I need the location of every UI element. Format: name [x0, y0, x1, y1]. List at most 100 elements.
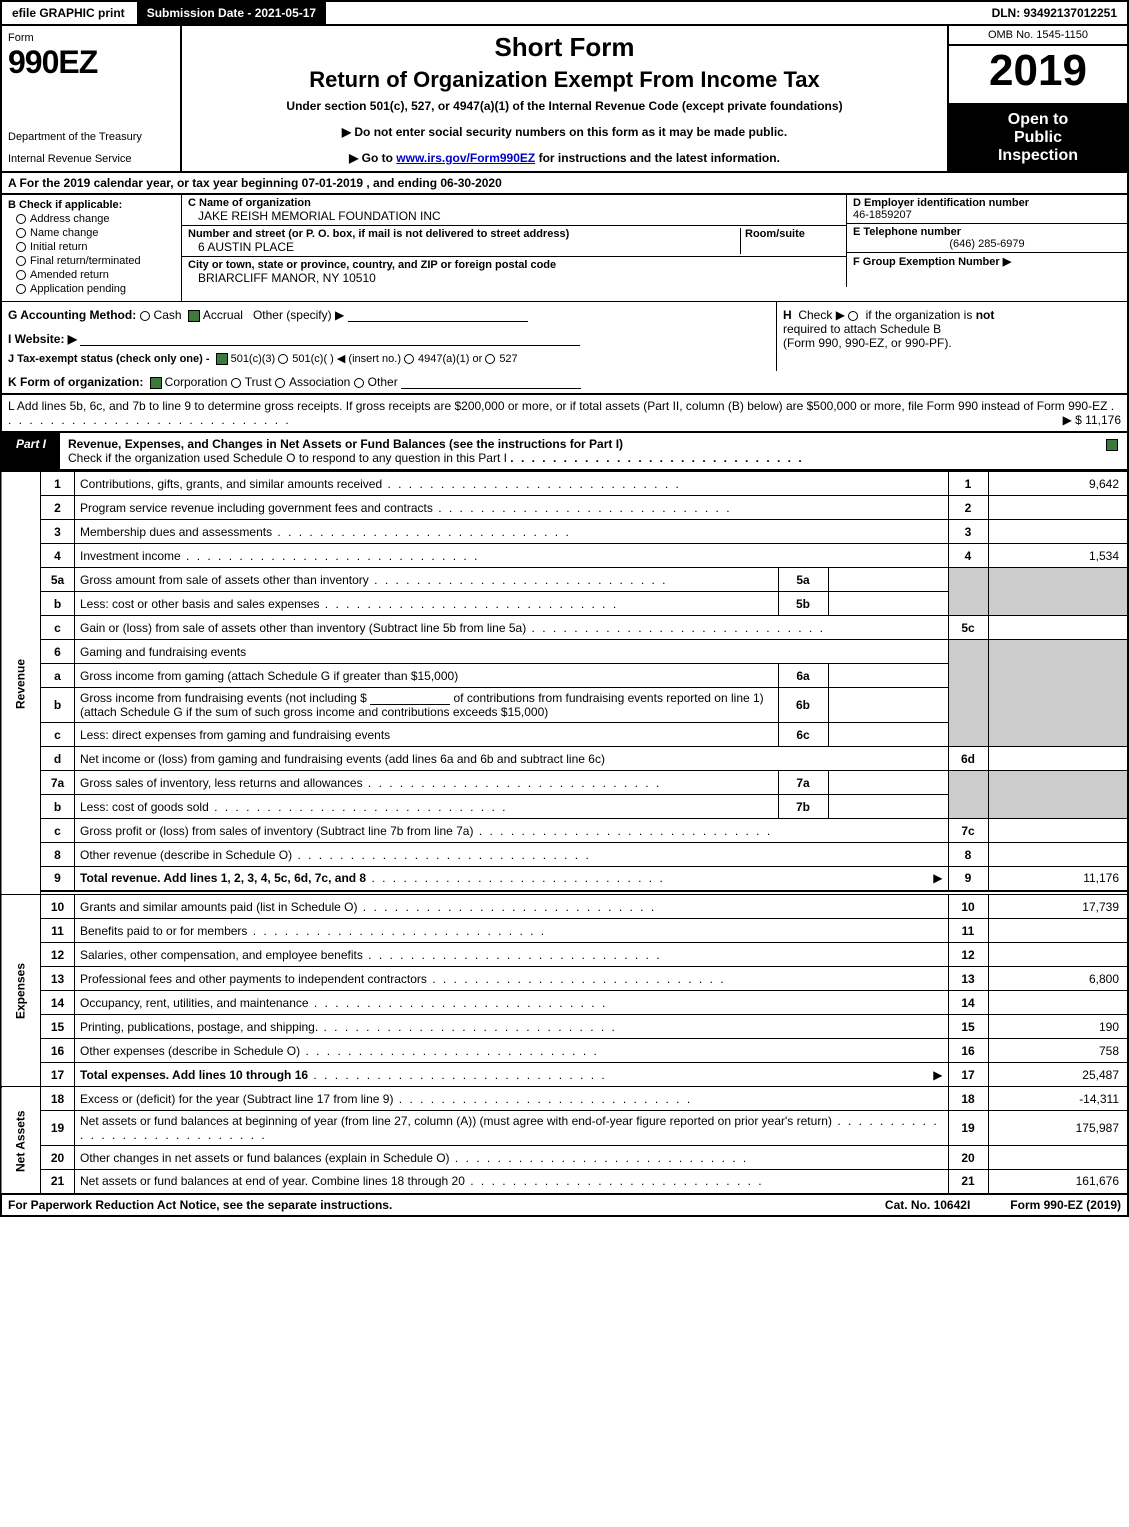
h-text2: if the organization is [866, 308, 973, 322]
cell-street: Number and street (or P. O. box, if mail… [182, 226, 847, 257]
goto-pre: ▶ Go to [349, 151, 396, 165]
line-amount [988, 819, 1128, 843]
dots-icon [300, 1044, 599, 1058]
line-col: 18 [948, 1087, 988, 1111]
line-col: 11 [948, 919, 988, 943]
efile-print-button[interactable]: efile GRAPHIC print [2, 2, 137, 24]
line-amount [988, 520, 1128, 544]
sub-col: 7b [778, 795, 828, 819]
opt-label: Initial return [30, 241, 87, 253]
org-name-label: C Name of organization [188, 197, 840, 209]
circle-icon[interactable] [485, 354, 495, 364]
line-number: c [41, 819, 75, 843]
header-right: OMB No. 1545-1150 2019 Open to Public In… [947, 26, 1127, 171]
checkbox-checked-icon[interactable] [150, 377, 162, 389]
line-col: 6d [948, 747, 988, 771]
grey-cell [988, 640, 1128, 747]
opt-amended-return[interactable]: Amended return [16, 269, 175, 281]
circle-icon[interactable] [404, 354, 414, 364]
line-amount [988, 747, 1128, 771]
grey-cell [948, 568, 988, 616]
dln-label: DLN: 93492137012251 [982, 2, 1127, 24]
desc-text: Gross profit or (loss) from sales of inv… [80, 824, 473, 838]
line-desc: Membership dues and assessments [75, 520, 949, 544]
cell-group-exemption: F Group Exemption Number ▶ [847, 253, 1127, 270]
line-number: 17 [41, 1063, 75, 1087]
dots-icon [363, 948, 662, 962]
blank-field[interactable] [370, 691, 450, 705]
sub-val [828, 688, 948, 723]
line-amount [988, 616, 1128, 640]
line-amount [988, 496, 1128, 520]
dots-icon [427, 972, 726, 986]
street-value: 6 AUSTIN PLACE [188, 240, 740, 254]
website-blank[interactable] [80, 332, 580, 346]
row-i: I Website: ▶ [8, 332, 770, 346]
line-desc: Gross sales of inventory, less returns a… [75, 771, 779, 795]
j-501c3: 501(c)(3) [231, 353, 276, 365]
row-j: J Tax-exempt status (check only one) - 5… [8, 352, 770, 365]
opt-final-return[interactable]: Final return/terminated [16, 255, 175, 267]
desc-text: Less: cost or other basis and sales expe… [80, 597, 319, 611]
part1-title-text: Revenue, Expenses, and Changes in Net As… [68, 437, 623, 451]
line-19: 19 Net assets or fund balances at beginn… [1, 1111, 1128, 1146]
line-desc: Total revenue. Add lines 1, 2, 3, 4, 5c,… [75, 867, 949, 891]
opt-application-pending[interactable]: Application pending [16, 283, 175, 295]
line-number: b [41, 592, 75, 616]
irs-link[interactable]: www.irs.gov/Form990EZ [396, 151, 535, 165]
tel-label: E Telephone number [853, 226, 1121, 238]
opt-address-change[interactable]: Address change [16, 213, 175, 225]
circle-icon[interactable] [231, 378, 241, 388]
circle-icon[interactable] [275, 378, 285, 388]
circle-icon[interactable] [278, 354, 288, 364]
circle-icon[interactable] [140, 311, 150, 321]
line-16: 16 Other expenses (describe in Schedule … [1, 1039, 1128, 1063]
footer-spacer [970, 1198, 1010, 1212]
k-other: Other [368, 375, 398, 389]
line-number: 14 [41, 991, 75, 1015]
circle-icon[interactable] [354, 378, 364, 388]
line-amount: 190 [988, 1015, 1128, 1039]
line-number: b [41, 688, 75, 723]
circle-icon [16, 284, 26, 294]
open-line3: Inspection [955, 147, 1121, 165]
grey-cell [988, 568, 1128, 616]
k-other-blank[interactable] [401, 375, 581, 389]
g-other-blank[interactable] [348, 308, 528, 322]
j-527: 527 [499, 353, 517, 365]
line-amount: 9,642 [988, 472, 1128, 496]
line-amount: 6,800 [988, 967, 1128, 991]
circle-icon[interactable] [848, 311, 858, 321]
line-col: 10 [948, 895, 988, 919]
grey-cell [948, 771, 988, 819]
dots-icon [393, 1092, 692, 1106]
line-desc: Program service revenue including govern… [75, 496, 949, 520]
line-desc: Other changes in net assets or fund bala… [75, 1146, 949, 1170]
open-line2: Public [955, 129, 1121, 147]
sub-val [828, 795, 948, 819]
line-number: 13 [41, 967, 75, 991]
opt-initial-return[interactable]: Initial return [16, 241, 175, 253]
dots-icon [181, 549, 480, 563]
cell-telephone: E Telephone number (646) 285-6979 [847, 224, 1127, 253]
line-col: 7c [948, 819, 988, 843]
desc-text: Membership dues and assessments [80, 525, 272, 539]
checkbox-checked-icon[interactable] [216, 353, 228, 365]
line-7a: 7a Gross sales of inventory, less return… [1, 771, 1128, 795]
line-9: 9 Total revenue. Add lines 1, 2, 3, 4, 5… [1, 867, 1128, 891]
checkbox-checked-icon[interactable] [188, 310, 200, 322]
part1-schedule-o-checkbox[interactable] [1097, 433, 1127, 469]
line-7c: c Gross profit or (loss) from sales of i… [1, 819, 1128, 843]
line-4: 4 Investment income 4 1,534 [1, 544, 1128, 568]
sub-val [828, 771, 948, 795]
ein-value: 46-1859207 [853, 209, 1121, 221]
line-desc: Salaries, other compensation, and employ… [75, 943, 949, 967]
line-amount: 1,534 [988, 544, 1128, 568]
line-col: 2 [948, 496, 988, 520]
line-number: 7a [41, 771, 75, 795]
checkbox-checked-icon [1106, 439, 1118, 451]
line-number: 19 [41, 1111, 75, 1146]
sub-col: 6a [778, 664, 828, 688]
revenue-side-label: Revenue [1, 472, 41, 895]
opt-name-change[interactable]: Name change [16, 227, 175, 239]
